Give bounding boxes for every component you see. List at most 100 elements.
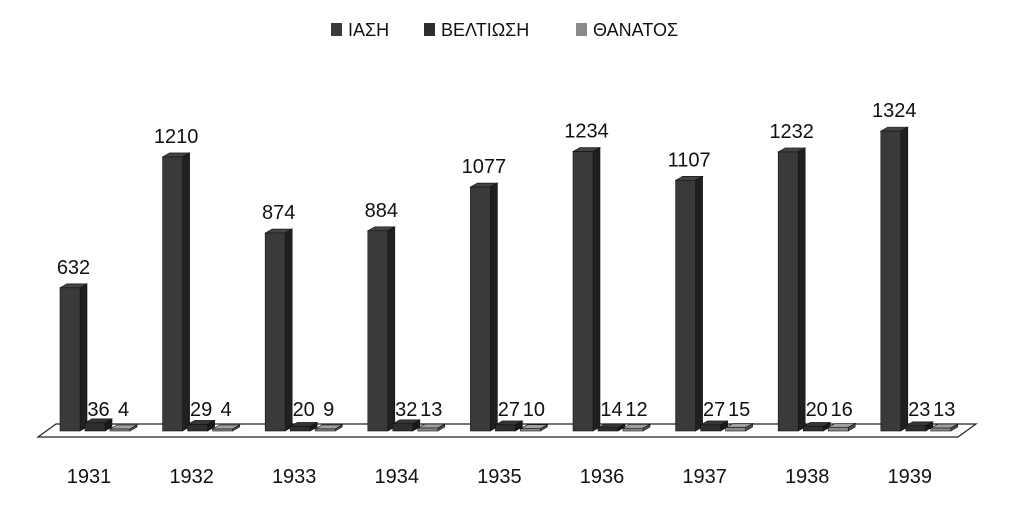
- bar-front-face: [905, 425, 927, 432]
- bar-front-face: [495, 424, 516, 432]
- bar-front-face: [725, 427, 746, 432]
- bar-side-face: [490, 182, 498, 432]
- bar-front-face: [162, 156, 183, 432]
- bar-front-face: [597, 427, 619, 432]
- bar-1934-series-2: [391, 419, 421, 432]
- data-label-1933-series-1: 874: [262, 202, 295, 224]
- bar-front-face: [520, 428, 541, 432]
- bar-1933-series-1: [264, 228, 294, 432]
- bar-front-face: [84, 422, 106, 432]
- data-label-1933-series-3: 9: [323, 399, 334, 421]
- bar-front-face: [622, 427, 644, 432]
- data-label-1937-series-2: 27: [703, 399, 725, 421]
- bar-side-face: [900, 126, 909, 432]
- bar-side-face: [387, 226, 396, 432]
- bar-front-face: [289, 426, 311, 432]
- bar-1937-series-2: [699, 420, 729, 432]
- bar-1939-series-2: [904, 421, 934, 432]
- bar-1936-series-2: [596, 423, 627, 432]
- bar-1933-series-2: [289, 421, 319, 432]
- data-label-1934-series-2: 32: [395, 399, 417, 421]
- data-label-1936-series-1: 1234: [564, 120, 609, 142]
- data-label-1933-series-2: 20: [293, 399, 315, 421]
- bar-front-face: [802, 426, 824, 432]
- bar-front-face: [417, 427, 439, 432]
- x-tick-label-1937: 1937: [682, 466, 727, 488]
- bar-side-face: [182, 152, 190, 432]
- data-label-1932-series-3: 4: [221, 399, 232, 421]
- bar-side-face: [797, 147, 806, 432]
- bar-front-face: [212, 428, 233, 432]
- bar-marks: [58, 126, 959, 432]
- data-label-1934-series-3: 13: [420, 399, 442, 421]
- chart-legend: ΙΑΣΗ ΒΕΛΤΙΩΣΗ ΘΑΝΑΤΟΣ: [331, 20, 678, 40]
- bar-1939-series-3: [929, 423, 959, 432]
- data-label-1936-series-3: 12: [625, 399, 647, 421]
- bar-side-face: [592, 146, 601, 432]
- x-tick-label-1936: 1936: [580, 466, 625, 488]
- data-label-1939-series-2: 23: [908, 399, 930, 421]
- data-label-1935-series-3: 10: [523, 399, 545, 421]
- legend-swatch-iasi: [331, 23, 342, 36]
- data-label-1931-series-3: 4: [118, 399, 129, 421]
- bar-1934-series-3: [416, 423, 446, 432]
- legend-label-veltiosi: ΒΕΛΤΙΩΣΗ: [441, 20, 529, 40]
- bar-front-face: [572, 151, 594, 432]
- bar-1932-series-2: [186, 419, 216, 432]
- bar-1938-series-1: [777, 147, 807, 432]
- data-label-1937-series-1: 1107: [668, 149, 711, 171]
- data-label-1938-series-1: 1232: [769, 121, 814, 143]
- bar-1936-series-3: [621, 423, 652, 432]
- x-tick-label-1939: 1939: [888, 466, 933, 488]
- legend-swatch-thanatos: [576, 23, 587, 36]
- bar-front-face: [367, 230, 389, 432]
- x-tick-label-1934: 1934: [375, 466, 420, 488]
- bar-1935-series-1: [469, 182, 499, 432]
- bar-1932-series-1: [161, 152, 191, 432]
- bar-front-face: [700, 424, 721, 432]
- data-label-1932-series-2: 29: [190, 399, 212, 421]
- bar-front-face: [264, 232, 286, 432]
- data-label-1939-series-3: 13: [933, 399, 955, 421]
- x-tick-label-1935: 1935: [477, 466, 522, 488]
- data-label-1938-series-2: 20: [806, 399, 828, 421]
- bar-1938-series-2: [802, 421, 832, 432]
- bar-front-face: [187, 424, 208, 432]
- data-label-1934-series-1: 884: [365, 200, 398, 222]
- bar-front-face: [827, 427, 849, 432]
- bar-front-face: [314, 428, 336, 432]
- data-label-1932-series-1: 1210: [154, 126, 199, 148]
- legend-label-iasi: ΙΑΣΗ: [348, 20, 389, 40]
- data-label-1938-series-3: 16: [831, 399, 853, 421]
- data-label-1937-series-3: 15: [728, 399, 750, 421]
- x-tick-label-1931: 1931: [67, 466, 112, 488]
- data-label-1931-series-2: 36: [87, 399, 109, 421]
- bar-side-face: [79, 283, 88, 432]
- bar-1933-series-3: [314, 424, 344, 432]
- data-label-1931-series-1: 632: [57, 257, 90, 279]
- bar-side-face: [695, 175, 703, 432]
- legend-label-thanatos: ΘΑΝΑΤΟΣ: [593, 20, 678, 40]
- bar-1935-series-3: [519, 424, 549, 432]
- bar-front-face: [470, 186, 491, 432]
- data-label-1936-series-2: 14: [600, 399, 622, 421]
- x-axis-ticks: 1931 1932 1933 1934 1935 1936 1937 1938 1939: [67, 466, 932, 488]
- bar-side-face: [284, 228, 293, 432]
- bar-1936-series-1: [571, 146, 602, 432]
- bar-1938-series-3: [827, 422, 857, 432]
- x-tick-label-1938: 1938: [785, 466, 830, 488]
- bar-1937-series-3: [724, 423, 754, 432]
- bar-1934-series-1: [366, 226, 396, 432]
- bar-1931-series-2: [83, 418, 114, 432]
- bar-front-face: [777, 151, 799, 432]
- bar-1932-series-3: [211, 424, 241, 432]
- bar-1931-series-1: [58, 283, 89, 432]
- bar-1939-series-1: [879, 126, 909, 432]
- bar-1931-series-3: [108, 424, 139, 432]
- bar-1935-series-2: [494, 420, 524, 432]
- bar-front-face: [675, 179, 696, 432]
- data-label-1939-series-1: 1324: [872, 100, 917, 122]
- bar-front-face: [930, 427, 952, 432]
